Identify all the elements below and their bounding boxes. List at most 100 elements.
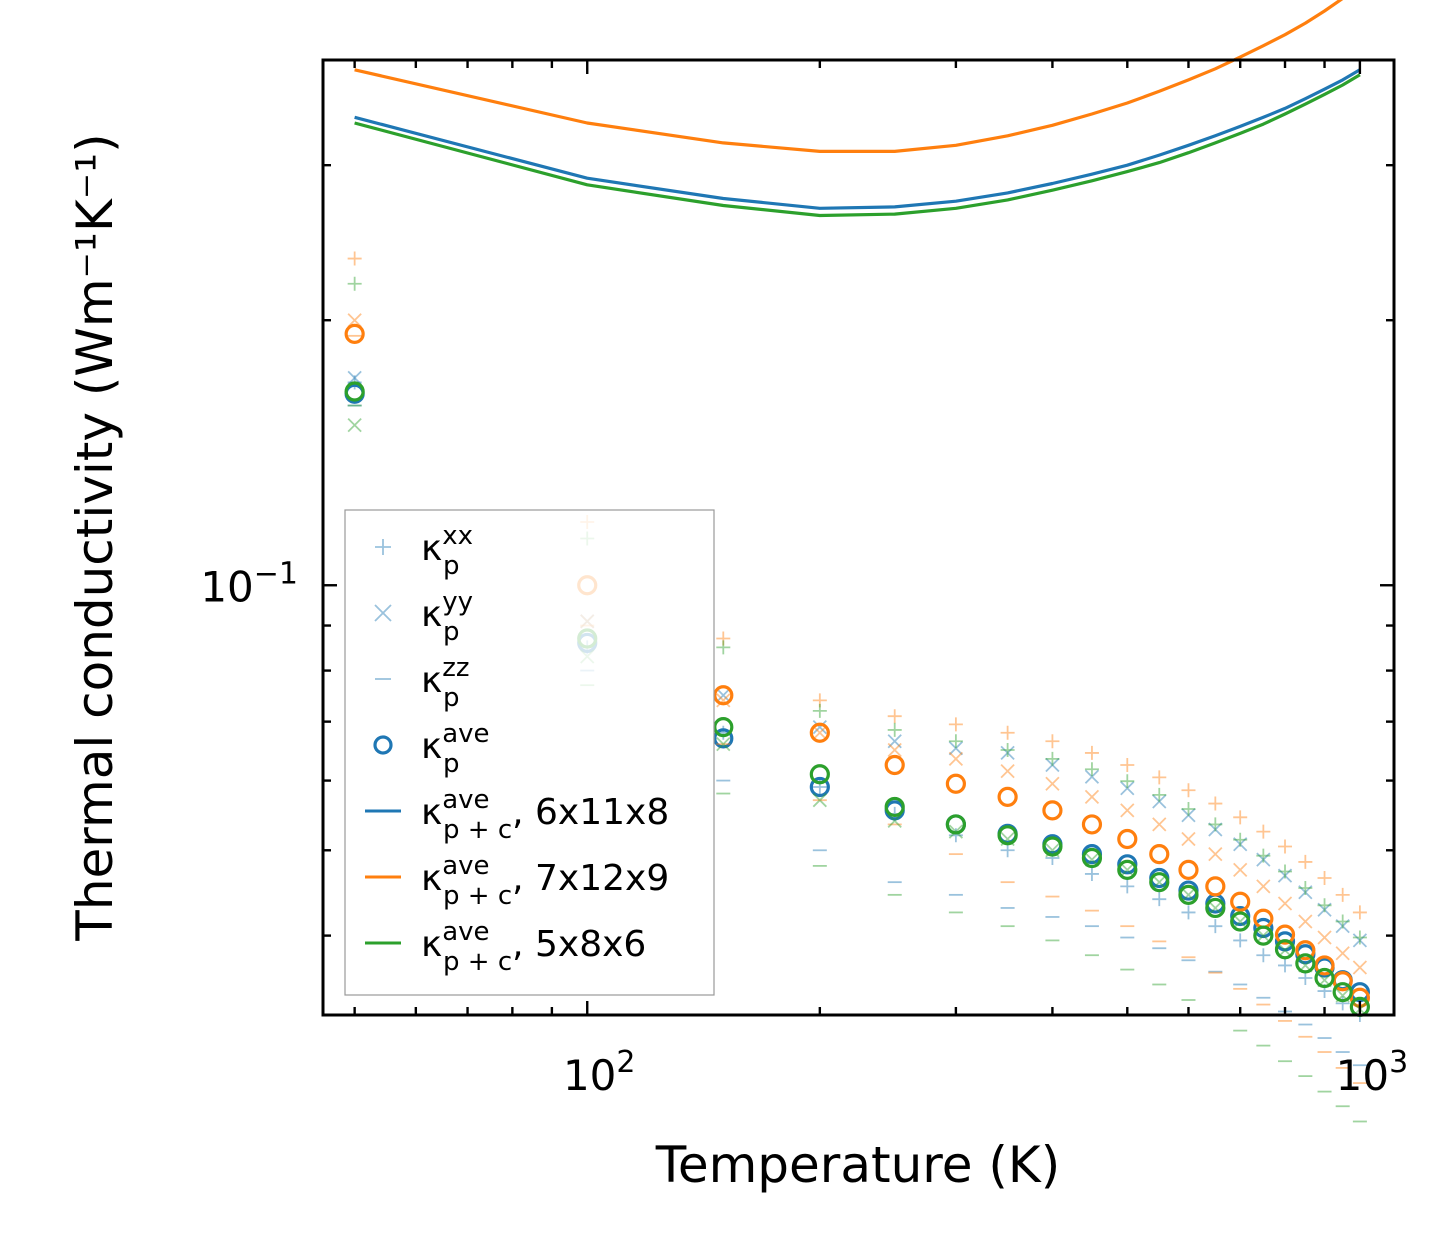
point-kp-ave-5x8x6-600K xyxy=(1178,884,1199,905)
point-kp-yy-6x11x8-300K xyxy=(948,741,964,756)
point-kp-ave-5x8x6-500K xyxy=(1117,859,1138,880)
point-kp-yy-7x12x9-300K xyxy=(948,751,964,767)
point-kp-xx-5x8x6-400K xyxy=(1045,751,1060,766)
point-kp-xx-6x11x8-450K xyxy=(1084,866,1099,881)
point-kp-ave-5x8x6-150K xyxy=(713,717,734,738)
point-kp-ave-7x12x9-900K xyxy=(1314,955,1335,976)
point-kp-yy-5x8x6-750K xyxy=(1256,928,1271,943)
point-kp-xx-7x12x9-600K xyxy=(1181,783,1196,798)
line-kpc-ave-7x12x9 xyxy=(354,0,1344,153)
point-kp-yy-6x11x8-200K xyxy=(812,719,827,735)
point-kp-xx-5x8x6-550K xyxy=(1152,787,1167,802)
point-kp-ave-7x12x9-300K xyxy=(945,773,966,794)
legend-label: κave p + c, 6x11x8 xyxy=(421,785,669,845)
point-kp-yy-7x12x9-450K xyxy=(1084,789,1100,804)
point-kp-xx-7x12x9-50K xyxy=(347,251,362,266)
point-kp-xx-7x12x9-450K xyxy=(1084,745,1099,760)
plot-frame xyxy=(321,58,1396,1017)
point-kp-yy-5x8x6-650K xyxy=(1208,900,1223,916)
point-kp-yy-5x8x6-50K xyxy=(347,418,362,433)
point-kp-yy-6x11x8-350K xyxy=(1000,745,1015,761)
point-kp-xx-5x8x6-450K xyxy=(1084,762,1099,777)
point-kp-yy-6x11x8-800K xyxy=(1277,868,1293,883)
point-kp-xx-6x11x8-550K xyxy=(1152,892,1167,907)
point-kp-xx-5x8x6-700K xyxy=(1233,832,1248,847)
point-kp-xx-7x12x9-400K xyxy=(1045,734,1060,749)
point-kp-ave-7x12x9-850K xyxy=(1295,940,1316,961)
point-kp-ave-7x12x9-950K xyxy=(1332,971,1353,992)
point-kp-ave-5x8x6-750K xyxy=(1253,925,1274,946)
point-kp-ave-7x12x9-400K xyxy=(1042,800,1063,821)
point-kp-ave-6x11x8-500K xyxy=(1117,854,1138,875)
point-kp-ave-7x12x9-700K xyxy=(1230,891,1251,912)
legend-entry-1: κxx p xyxy=(375,521,473,581)
legend-entry-4: κave p xyxy=(373,719,490,779)
point-kp-xx-5x8x6-500K xyxy=(1120,774,1135,789)
point-kp-yy-6x11x8-600K xyxy=(1181,808,1196,823)
point-kp-yy-7x12x9-400K xyxy=(1045,776,1060,791)
point-kp-yy-7x12x9-350K xyxy=(1000,763,1015,779)
point-kp-yy-7x12x9-1000K xyxy=(1352,960,1368,975)
legend-label: κxx p xyxy=(421,521,473,581)
point-kp-xx-5x8x6-150K xyxy=(716,640,731,655)
point-kp-ave-6x11x8-700K xyxy=(1230,905,1251,927)
point-kp-yy-6x11x8-950K xyxy=(1335,919,1350,934)
point-kp-xx-6x11x8-650K xyxy=(1208,919,1223,934)
point-kp-xx-7x12x9-150K xyxy=(716,631,731,646)
point-kp-ave-7x12x9-50K xyxy=(344,323,365,344)
point-kp-yy-5x8x6-800K xyxy=(1277,943,1293,958)
legend-label: κave p + c, 5x8x6 xyxy=(421,917,646,977)
point-kp-xx-7x12x9-1000K xyxy=(1352,905,1367,920)
point-kp-xx-6x11x8-600K xyxy=(1181,905,1196,920)
point-kp-yy-6x11x8-750K xyxy=(1256,852,1271,867)
point-kp-ave-5x8x6-550K xyxy=(1149,872,1170,893)
point-kp-yy-7x12x9-50K xyxy=(347,313,362,328)
legend-label: κave p xyxy=(421,719,490,779)
point-kp-yy-6x11x8-850K xyxy=(1298,885,1313,900)
point-kp-xx-6x11x8-750K xyxy=(1256,948,1271,963)
point-kp-yy-5x8x6-550K xyxy=(1152,875,1167,890)
y-tick-label-0.1: 10−1 xyxy=(200,556,298,611)
legend-entry-3: κzz p xyxy=(375,653,470,713)
legend-label: κyy p xyxy=(421,587,473,647)
legend-label: κave p + c, 7x12x9 xyxy=(421,851,669,911)
point-kp-ave-7x12x9-550K xyxy=(1149,844,1170,865)
point-kp-yy-7x12x9-800K xyxy=(1277,896,1293,911)
point-kp-yy-7x12x9-150K xyxy=(716,693,731,708)
point-kp-xx-5x8x6-650K xyxy=(1208,817,1223,832)
legend-entry-7: κave p + c, 5x8x6 xyxy=(365,917,646,977)
point-kp-xx-7x12x9-850K xyxy=(1298,854,1313,869)
point-kp-ave-5x8x6-700K xyxy=(1230,911,1251,932)
point-kp-xx-7x12x9-500K xyxy=(1120,757,1135,772)
point-kp-yy-7x12x9-900K xyxy=(1317,930,1332,945)
line-kpc-ave-5x8x6 xyxy=(354,73,1361,218)
point-kp-yy-5x8x6-700K xyxy=(1233,914,1248,929)
point-kp-xx-7x12x9-350K xyxy=(1000,725,1015,740)
legend-entry-6: κave p + c, 7x12x9 xyxy=(365,851,669,911)
point-kp-xx-5x8x6-300K xyxy=(948,734,963,749)
point-kp-xx-5x8x6-50K xyxy=(347,276,362,291)
point-kp-yy-7x12x9-550K xyxy=(1152,817,1167,832)
point-kp-xx-7x12x9-550K xyxy=(1152,770,1167,785)
point-kp-yy-7x12x9-600K xyxy=(1181,831,1196,847)
point-kp-ave-7x12x9-450K xyxy=(1081,814,1103,835)
legend-circle-swatch xyxy=(373,735,393,755)
legend-entry-2: κyy p xyxy=(374,587,473,647)
point-kp-xx-5x8x6-800K xyxy=(1278,864,1293,879)
point-kp-yy-7x12x9-750K xyxy=(1256,879,1271,894)
point-kp-yy-5x8x6-250K xyxy=(887,813,902,828)
tick-layer: 102 103 10−1 xyxy=(200,60,1408,1100)
point-kp-xx-7x12x9-950K xyxy=(1335,887,1350,902)
point-kp-xx-5x8x6-750K xyxy=(1256,848,1271,863)
point-kp-ave-5x8x6-200K xyxy=(809,764,830,785)
point-kp-ave-6x11x8-800K xyxy=(1274,931,1296,952)
point-kp-yy-6x11x8-400K xyxy=(1045,757,1060,773)
point-kp-ave-7x12x9-150K xyxy=(713,685,734,706)
legend-plus-swatch xyxy=(375,539,391,555)
legend-entry-5: κave p + c, 6x11x8 xyxy=(365,785,669,845)
point-kp-yy-6x11x8-150K xyxy=(716,688,731,703)
x-tick-label-100: 102 xyxy=(563,1045,636,1100)
point-kp-ave-7x12x9-500K xyxy=(1117,828,1138,850)
point-kp-xx-7x12x9-650K xyxy=(1208,796,1223,811)
point-kp-ave-5x8x6-900K xyxy=(1314,967,1335,989)
